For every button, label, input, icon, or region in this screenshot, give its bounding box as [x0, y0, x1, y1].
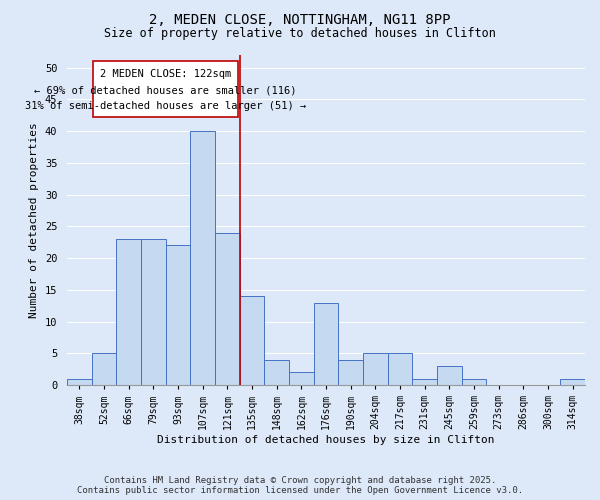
Y-axis label: Number of detached properties: Number of detached properties	[29, 122, 39, 318]
Bar	[190, 131, 215, 385]
Bar	[116, 239, 141, 385]
Bar	[265, 360, 289, 385]
Bar	[412, 379, 437, 385]
Bar	[314, 302, 338, 385]
FancyBboxPatch shape	[93, 62, 238, 117]
Bar	[560, 379, 585, 385]
Bar	[338, 360, 363, 385]
Text: 2, MEDEN CLOSE, NOTTINGHAM, NG11 8PP: 2, MEDEN CLOSE, NOTTINGHAM, NG11 8PP	[149, 12, 451, 26]
Text: Contains HM Land Registry data © Crown copyright and database right 2025.
Contai: Contains HM Land Registry data © Crown c…	[77, 476, 523, 495]
Text: 31% of semi-detached houses are larger (51) →: 31% of semi-detached houses are larger (…	[25, 100, 307, 110]
Bar	[461, 379, 487, 385]
Text: Size of property relative to detached houses in Clifton: Size of property relative to detached ho…	[104, 28, 496, 40]
Bar	[141, 239, 166, 385]
Bar	[437, 366, 461, 385]
Bar	[166, 246, 190, 385]
Bar	[289, 372, 314, 385]
Bar	[67, 379, 92, 385]
Text: ← 69% of detached houses are smaller (116): ← 69% of detached houses are smaller (11…	[34, 86, 297, 96]
Bar	[363, 354, 388, 385]
X-axis label: Distribution of detached houses by size in Clifton: Distribution of detached houses by size …	[157, 435, 495, 445]
Bar	[215, 233, 240, 385]
Text: 2 MEDEN CLOSE: 122sqm: 2 MEDEN CLOSE: 122sqm	[100, 69, 232, 79]
Bar	[388, 354, 412, 385]
Bar	[240, 296, 265, 385]
Bar	[92, 354, 116, 385]
